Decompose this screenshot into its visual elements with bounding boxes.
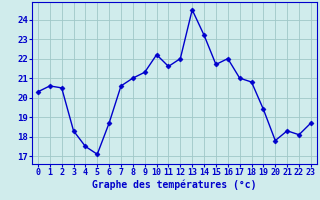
- X-axis label: Graphe des températures (°c): Graphe des températures (°c): [92, 180, 257, 190]
